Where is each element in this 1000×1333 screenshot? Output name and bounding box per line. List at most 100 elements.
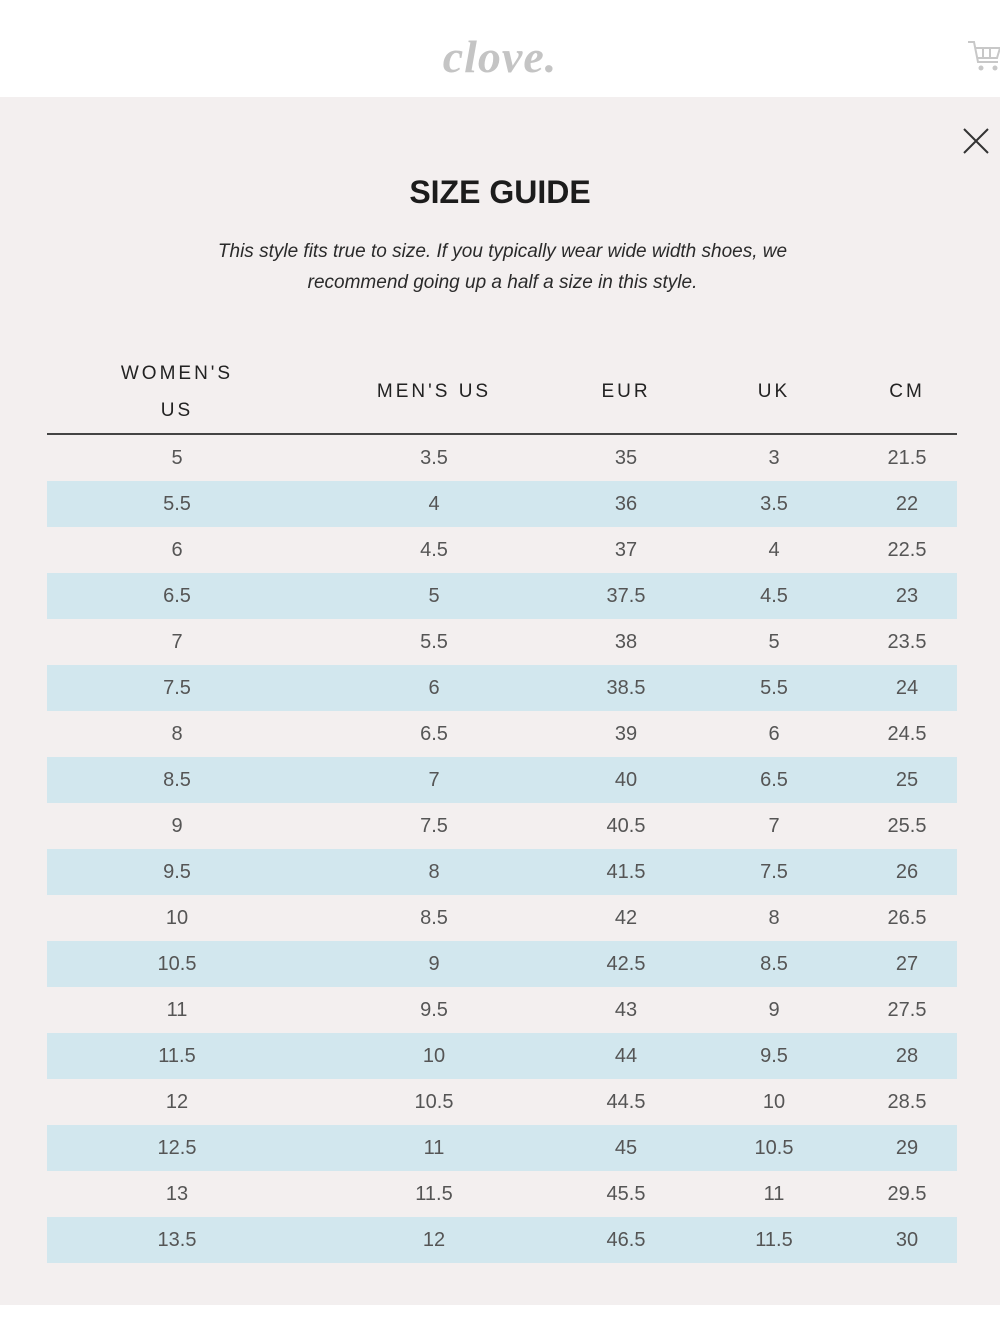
table-cell: 25 xyxy=(895,768,919,791)
table-row: 6.5 5 37.5 4.5 23 xyxy=(47,573,957,619)
table-cell: 8.5 xyxy=(163,768,191,791)
table-cell: 25.5 xyxy=(887,814,927,837)
table-cell: 5 xyxy=(768,630,780,653)
table-cell: 45.5 xyxy=(606,1182,646,1205)
table-cell: 27.5 xyxy=(887,998,927,1021)
table-cell: 28.5 xyxy=(887,1090,927,1113)
table-cell: 11 xyxy=(423,1136,445,1159)
table-cell: 4.5 xyxy=(420,538,448,561)
header-text: MEN'S US xyxy=(376,381,492,402)
table-row: 13.5 12 46.5 11.5 30 xyxy=(47,1217,957,1263)
table-cell: 38.5 xyxy=(606,676,646,699)
table-cell: 6.5 xyxy=(420,722,448,745)
table-cell: 43 xyxy=(614,998,638,1021)
table-cell: 8.5 xyxy=(760,952,788,975)
header-cell: UK xyxy=(691,373,857,410)
table-cell: 26.5 xyxy=(887,906,927,929)
header-cell: EUR xyxy=(561,373,691,410)
table-cell: 7.5 xyxy=(760,860,788,883)
subtitle: This style fits true to size. If you typ… xyxy=(217,241,788,293)
table-body: 5 3.5 35 3 21.5 5.5 4 3 6 3.5 22 6 4.5 37 4 22.5 6.5 5 37.… xyxy=(47,435,957,1263)
table-cell: 10.5 xyxy=(157,952,197,975)
table-cell: 7 xyxy=(428,768,440,791)
table-cell: 11 xyxy=(166,998,188,1021)
table-row: 13 11.5 45.5 11 29.5 xyxy=(47,1171,957,1217)
table-cell: 21.5 xyxy=(887,446,927,469)
table-cell: 10.5 xyxy=(414,1090,454,1113)
table-cell: 45 xyxy=(614,1136,638,1159)
table-cell: 40 xyxy=(614,768,638,791)
table-cell: 5.5 xyxy=(163,492,191,515)
table-row: 12 10.5 44.5 10 28.5 xyxy=(47,1079,957,1125)
table-cell: 10 xyxy=(165,906,189,929)
header-text: EUR xyxy=(601,381,651,402)
close-button[interactable] xyxy=(962,127,990,155)
table-row: 9.5 8 41.5 7.5 26 xyxy=(47,849,957,895)
table-cell: 9 xyxy=(428,952,440,975)
table-cell: 5.5 xyxy=(760,676,788,699)
table-cell: 35 xyxy=(614,446,638,469)
table-cell: 46.5 xyxy=(606,1228,646,1251)
table-cell: 12.5 xyxy=(157,1136,197,1159)
table-cell: 9 xyxy=(768,998,780,1021)
table-row: 6 4.5 37 4 22.5 xyxy=(47,527,957,573)
table-cell: 28 xyxy=(895,1044,919,1067)
table-cell: 5.5 xyxy=(420,630,448,653)
table-cell: 9.5 xyxy=(163,860,191,883)
table-header: WOMEN'S US MEN'S US EUR UK CM xyxy=(47,350,957,435)
table-cell: 6.5 xyxy=(760,768,788,791)
table-cell: 22 xyxy=(895,492,919,515)
table-cell: 11.5 xyxy=(415,1182,453,1205)
table-row: 8.5 7 40 6.5 25 xyxy=(47,757,957,803)
table-cell: 7.5 xyxy=(420,814,448,837)
table-cell: 37 xyxy=(614,538,638,561)
table-cell: 26 xyxy=(895,860,919,883)
table-cell: 10 xyxy=(422,1044,446,1067)
title: SIZE GUIDE xyxy=(409,174,591,210)
size-table: WOMEN'S US MEN'S US EUR UK CM 5 3.5 35 3 21.5 5.5… xyxy=(47,350,957,1263)
table-cell: 9.5 xyxy=(760,1044,788,1067)
table-cell: 10 xyxy=(762,1090,786,1113)
table-cell: 3 xyxy=(768,446,780,469)
table-cell: 44.5 xyxy=(606,1090,646,1113)
table-cell: 8 xyxy=(171,722,183,745)
table-cell: 10.5 xyxy=(754,1136,794,1159)
table-cell: 6 xyxy=(768,722,780,745)
table-row: 10 8.5 42 8 26.5 xyxy=(47,895,957,941)
table-cell: 11 xyxy=(763,1182,785,1205)
table-cell: 13.5 xyxy=(157,1228,197,1251)
table-cell: 4.5 xyxy=(760,584,788,607)
cart-icon[interactable] xyxy=(966,38,1000,74)
table-cell: 44 xyxy=(614,1044,638,1067)
table-cell: 40.5 xyxy=(606,814,646,837)
table-row: 7 5.5 38 5 23.5 xyxy=(47,619,957,665)
table-cell: 5 xyxy=(171,446,183,469)
table-cell: 37.5 xyxy=(606,584,646,607)
table-cell: 3.5 xyxy=(760,492,788,515)
table-cell: 6 xyxy=(428,676,440,699)
table-cell: 6 xyxy=(171,538,183,561)
table-cell: 36 xyxy=(614,492,638,515)
table-row: 8 6.5 39 6 24.5 xyxy=(47,711,957,757)
table-cell: 7 xyxy=(768,814,780,837)
table-cell: 22.5 xyxy=(887,538,927,561)
table-cell: 42 xyxy=(614,906,638,929)
logo[interactable]: clove. xyxy=(442,31,558,82)
table-cell: 4 xyxy=(428,492,440,515)
table-cell: 13 xyxy=(165,1182,189,1205)
table-cell: 12 xyxy=(165,1090,189,1113)
table-row: 10.5 9 42.5 8.5 27 xyxy=(47,941,957,987)
header-cell: CM xyxy=(857,373,957,410)
table-row: 7.5 6 38.5 5.5 24 xyxy=(47,665,957,711)
table-row: 12.5 11 45 10.5 29 xyxy=(47,1125,957,1171)
table-cell: 9.5 xyxy=(420,998,448,1021)
table-cell: 8 xyxy=(768,906,780,929)
table-cell: 23.5 xyxy=(887,630,927,653)
table-cell: 11.5 xyxy=(755,1228,793,1251)
header-text: CM xyxy=(889,381,925,402)
table-cell: 24.5 xyxy=(887,722,927,745)
table-cell: 11.5 xyxy=(158,1044,196,1067)
table-cell: 3.5 xyxy=(420,446,448,469)
header-cell: MEN'S US xyxy=(307,373,561,410)
